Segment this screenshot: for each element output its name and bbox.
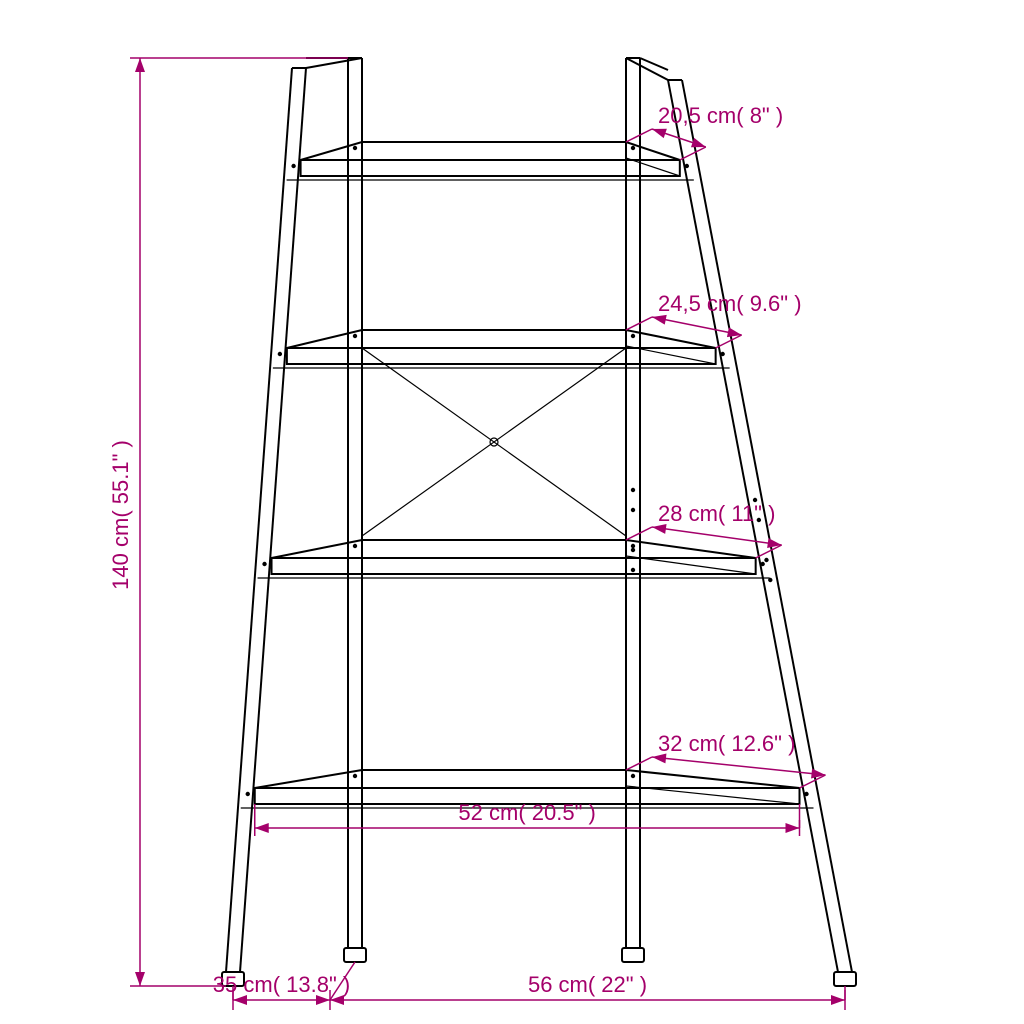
- dim-depth: 35 cm( 13.8" ): [213, 972, 350, 997]
- dim-shelf3-depth: 28 cm( 11" ): [658, 501, 775, 526]
- dim-shelf2-depth: 24,5 cm( 9.6" ): [658, 291, 802, 316]
- dim-shelf1-depth: 20,5 cm( 8" ): [658, 103, 783, 128]
- dim-height: 140 cm( 55.1" ): [108, 440, 133, 590]
- dimension-drawing: 140 cm( 55.1" ) 35 cm( 13.8" ) 56 cm( 22" …: [0, 0, 1024, 1024]
- dim-shelf-width: 52 cm( 20.5" ): [458, 800, 595, 825]
- dim-shelf4-depth: 32 cm( 12.6" ): [658, 731, 795, 756]
- dim-width: 56 cm( 22" ): [528, 972, 647, 997]
